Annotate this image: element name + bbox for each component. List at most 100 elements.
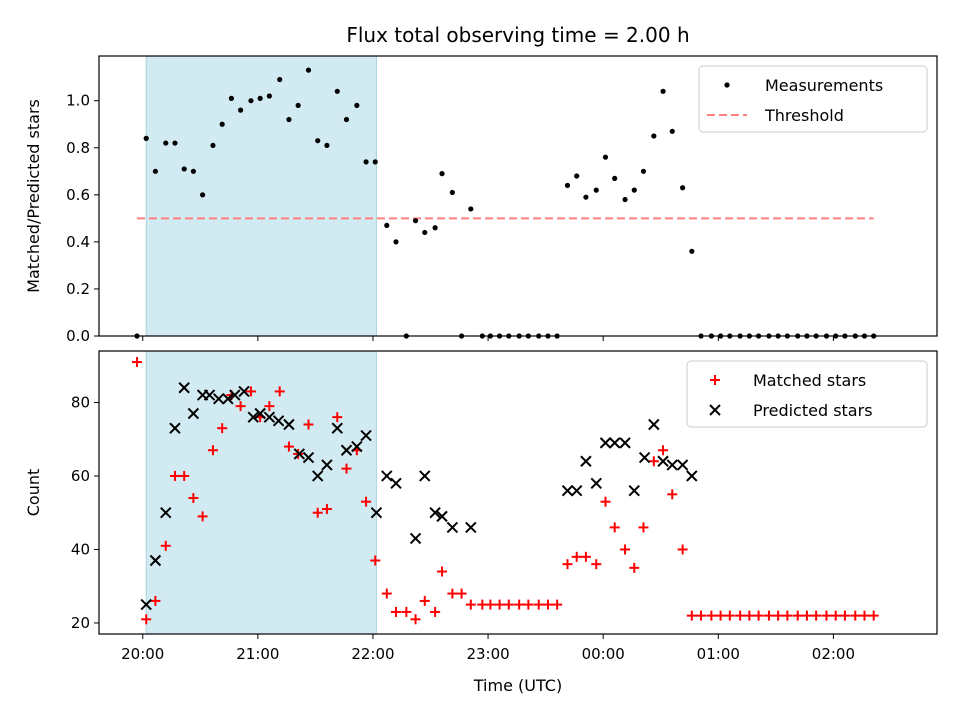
legend-marker	[724, 82, 730, 88]
x-marker-b	[590, 477, 602, 490]
data-point	[680, 185, 686, 191]
data-point	[401, 606, 412, 617]
data-point	[419, 470, 431, 482]
data-point	[782, 610, 793, 621]
data-point	[830, 610, 841, 621]
data-point	[436, 510, 448, 523]
series-measurements	[134, 67, 877, 339]
data-point	[207, 445, 218, 456]
data-point	[801, 610, 812, 621]
x-marker-b	[628, 484, 640, 497]
x-marker-b	[169, 422, 181, 434]
data-point	[669, 128, 675, 134]
data-point	[724, 610, 735, 621]
bottom-panel-counts: 20 40 60 80 20:00 21:00 22:00 23:00 00:00 01:00 02…	[24, 350, 938, 663]
x-marker-b	[666, 459, 678, 471]
data-point	[199, 192, 206, 198]
data-point	[667, 489, 678, 500]
legend-entry: Threshold	[707, 106, 844, 125]
x-tick-label: 20:00	[121, 645, 164, 663]
data-point	[686, 610, 697, 621]
data-point	[503, 599, 514, 610]
data-point	[303, 419, 314, 430]
data-point	[360, 429, 372, 442]
data-point	[583, 194, 589, 200]
data-point	[533, 599, 544, 610]
data-point	[169, 422, 181, 434]
x-marker-b	[302, 451, 315, 464]
data-point	[409, 532, 422, 545]
data-point	[312, 507, 323, 518]
data-point	[190, 168, 196, 174]
data-point	[419, 595, 430, 606]
series-matched-stars	[131, 357, 879, 625]
data-point	[363, 159, 369, 165]
data-point	[638, 522, 649, 533]
data-point	[561, 484, 574, 497]
data-point	[792, 610, 803, 621]
data-point	[238, 385, 250, 398]
x-marker-b	[149, 554, 162, 567]
x-marker-b	[178, 382, 190, 394]
data-point	[660, 88, 666, 94]
x-marker-b	[648, 418, 660, 431]
data-point	[141, 614, 152, 625]
data-point	[283, 418, 295, 431]
data-point	[315, 138, 321, 144]
legend-marker	[709, 404, 721, 416]
data-point	[658, 445, 669, 456]
data-point	[437, 566, 448, 577]
data-point	[370, 507, 383, 519]
data-point	[773, 610, 784, 621]
data-point	[677, 544, 688, 555]
x-marker-b	[676, 459, 689, 471]
data-point	[696, 610, 707, 621]
x-marker-b	[283, 418, 295, 431]
legend-entry: Measurements	[724, 76, 883, 95]
data-point	[412, 218, 419, 224]
data-point	[735, 610, 746, 621]
x-axis-label: Time (UTC)	[473, 676, 562, 695]
data-point	[514, 599, 525, 610]
data-point	[542, 599, 553, 610]
data-point	[465, 599, 476, 610]
x-marker-b	[254, 407, 266, 420]
data-point	[160, 540, 171, 551]
data-point	[179, 470, 190, 481]
data-point	[763, 610, 774, 621]
data-point	[744, 610, 755, 621]
x-marker-b	[160, 507, 172, 519]
data-point	[229, 389, 241, 401]
y-tick-label: 0.6	[66, 186, 90, 204]
data-point	[381, 588, 392, 599]
data-point	[638, 451, 651, 464]
data-point	[143, 135, 149, 141]
data-point	[384, 222, 390, 229]
x-marker-b	[446, 521, 459, 534]
data-point	[485, 599, 496, 610]
y-tick-label: 20	[71, 614, 90, 632]
x-marker-b	[229, 389, 241, 401]
data-point	[580, 551, 591, 562]
data-point	[213, 393, 225, 405]
data-point	[172, 140, 178, 146]
data-point	[620, 544, 631, 555]
x-marker-b	[570, 484, 583, 497]
y-tick-label: 0.8	[66, 139, 90, 157]
data-point	[446, 521, 459, 534]
data-point	[564, 182, 571, 189]
x-tick-label: 01:00	[697, 645, 740, 663]
data-point	[295, 102, 301, 109]
data-point	[600, 496, 611, 507]
x-marker-b	[247, 411, 259, 423]
data-point	[217, 423, 228, 434]
x-marker-b	[619, 437, 631, 449]
x-marker-b	[340, 444, 353, 456]
y-axis-label: Count	[24, 469, 43, 517]
data-point	[197, 511, 208, 522]
x-marker-b	[686, 470, 698, 482]
data-point	[447, 588, 458, 599]
data-point	[571, 551, 582, 562]
x-marker-b	[709, 404, 721, 416]
data-point	[432, 225, 438, 231]
